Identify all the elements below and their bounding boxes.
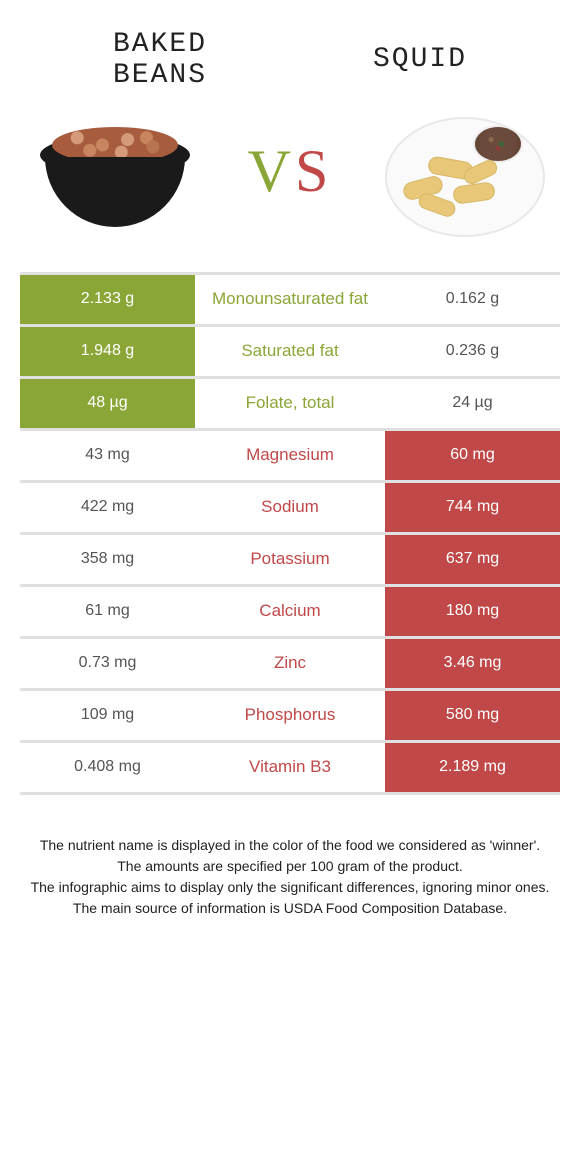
right-value: 744 mg	[385, 483, 560, 532]
left-value: 422 mg	[20, 483, 195, 532]
table-row: 61 mgCalcium180 mg	[20, 587, 560, 639]
left-value: 0.73 mg	[20, 639, 195, 688]
table-row: 48 µgFolate, total24 µg	[20, 379, 560, 431]
nutrient-name: Vitamin B3	[195, 743, 385, 792]
table-row: 358 mgPotassium637 mg	[20, 535, 560, 587]
nutrient-name: Monounsaturated fat	[195, 275, 385, 324]
header: Baked Beans Squid	[0, 0, 580, 102]
footnote-line: The infographic aims to display only the…	[30, 877, 550, 898]
right-value: 0.236 g	[385, 327, 560, 376]
vs-s: S	[295, 137, 332, 206]
footnotes: The nutrient name is displayed in the co…	[30, 835, 550, 919]
nutrient-name: Potassium	[195, 535, 385, 584]
table-row: 43 mgMagnesium60 mg	[20, 431, 560, 483]
left-value: 2.133 g	[20, 275, 195, 324]
food-image-left	[30, 102, 200, 242]
vs-v: V	[248, 137, 295, 206]
nutrient-name: Magnesium	[195, 431, 385, 480]
footnote-line: The main source of information is USDA F…	[30, 898, 550, 919]
footnote-line: The nutrient name is displayed in the co…	[30, 835, 550, 856]
table-row: 109 mgPhosphorus580 mg	[20, 691, 560, 743]
nutrient-table: 2.133 gMonounsaturated fat0.162 g1.948 g…	[20, 272, 560, 795]
food-title-left: Baked Beans	[60, 30, 260, 92]
right-value: 637 mg	[385, 535, 560, 584]
nutrient-name: Zinc	[195, 639, 385, 688]
table-row: 0.73 mgZinc3.46 mg	[20, 639, 560, 691]
left-value: 43 mg	[20, 431, 195, 480]
baked-beans-icon	[40, 117, 190, 227]
food-title-left-line2: Beans	[113, 60, 207, 91]
right-value: 3.46 mg	[385, 639, 560, 688]
right-value: 24 µg	[385, 379, 560, 428]
food-image-right	[380, 102, 550, 242]
right-value: 0.162 g	[385, 275, 560, 324]
left-value: 109 mg	[20, 691, 195, 740]
nutrient-name: Sodium	[195, 483, 385, 532]
right-value: 580 mg	[385, 691, 560, 740]
table-row: 2.133 gMonounsaturated fat0.162 g	[20, 275, 560, 327]
nutrient-name: Folate, total	[195, 379, 385, 428]
squid-icon	[385, 107, 545, 237]
footnote-line: The amounts are specified per 100 gram o…	[30, 856, 550, 877]
table-row: 1.948 gSaturated fat0.236 g	[20, 327, 560, 379]
left-value: 48 µg	[20, 379, 195, 428]
food-title-right-line1: Squid	[373, 44, 467, 75]
nutrient-name: Phosphorus	[195, 691, 385, 740]
left-value: 1.948 g	[20, 327, 195, 376]
table-row: 422 mgSodium744 mg	[20, 483, 560, 535]
food-title-right: Squid	[320, 45, 520, 76]
right-value: 180 mg	[385, 587, 560, 636]
food-title-left-line1: Baked	[113, 29, 207, 60]
vs-label: V S	[248, 137, 333, 206]
right-value: 60 mg	[385, 431, 560, 480]
nutrient-name: Calcium	[195, 587, 385, 636]
right-value: 2.189 mg	[385, 743, 560, 792]
images-row: V S	[0, 102, 580, 262]
left-value: 61 mg	[20, 587, 195, 636]
left-value: 358 mg	[20, 535, 195, 584]
left-value: 0.408 mg	[20, 743, 195, 792]
nutrient-name: Saturated fat	[195, 327, 385, 376]
table-row: 0.408 mgVitamin B32.189 mg	[20, 743, 560, 795]
